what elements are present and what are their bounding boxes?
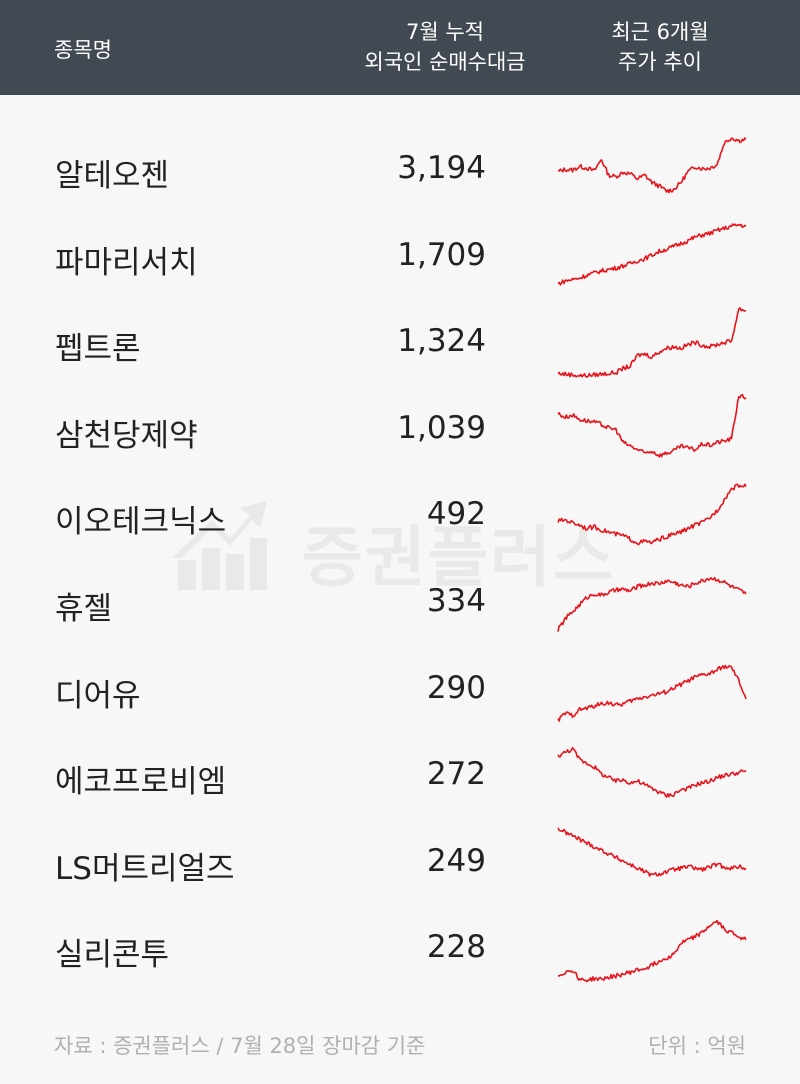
source-note: 자료 : 증권플러스 / 7월 28일 장마감 기준 [54, 1034, 426, 1058]
price-trend-sparkline [557, 393, 747, 458]
stock-name: 디어유 [55, 677, 141, 714]
net-buy-value: 492 [426, 496, 486, 533]
table-row: 펩트론 1,324 [0, 299, 800, 385]
stock-name: LS머트리얼즈 [55, 850, 235, 887]
value-column-header: 7월 누적 외국인 순매수대금 [330, 17, 560, 77]
price-trend-sparkline [557, 920, 747, 983]
sparkline-path [557, 664, 747, 722]
trend-column-header-line2: 주가 추이 [618, 50, 702, 74]
trend-column-header: 최근 6개월 주가 추이 [560, 17, 760, 77]
value-column-header-line1: 7월 누적 [406, 20, 484, 44]
table-row: 실리콘투 228 [0, 905, 800, 991]
price-trend-sparkline [557, 576, 747, 632]
stock-name: 삼천당제약 [55, 417, 198, 454]
net-buy-value: 3,194 [397, 150, 486, 186]
table-row: 에코프로비엠 272 [0, 732, 800, 818]
net-buy-value: 228 [426, 929, 486, 966]
table-row: 휴젤 334 [0, 559, 800, 645]
table-header: 종목명 7월 누적 외국인 순매수대금 최근 6개월 주가 추이 [0, 0, 800, 95]
table-row: 이오테크닉스 492 [0, 472, 800, 558]
sparkline-path [557, 576, 747, 632]
net-buy-value: 290 [426, 669, 486, 706]
price-trend-sparkline [557, 664, 747, 722]
watermark: 증권플러스 [172, 498, 632, 596]
net-buy-value: 249 [426, 842, 486, 879]
table-row: 디어유 290 [0, 646, 800, 732]
stock-name: 실리콘투 [55, 937, 170, 974]
table-row: 삼천당제약 1,039 [0, 386, 800, 472]
net-buy-value: 1,709 [397, 236, 486, 273]
sparkline-path [557, 307, 747, 378]
sparkline-path [557, 920, 747, 983]
net-buy-value: 1,324 [397, 323, 486, 360]
sparkline-path [557, 222, 747, 286]
price-trend-sparkline [557, 222, 747, 286]
stock-name: 이오테크닉스 [55, 504, 227, 541]
stock-name: 파마리서치 [55, 244, 198, 281]
price-trend-sparkline [557, 827, 747, 877]
table-row: 파마리서치 1,709 [0, 213, 800, 299]
name-column-header: 종목명 [54, 38, 112, 62]
watermark-logo-icon [172, 501, 267, 590]
unit-note: 단위 : 억원 [648, 1034, 746, 1058]
sparkline-path [557, 137, 747, 194]
watermark-text: 증권플러스 [302, 519, 616, 596]
price-trend-sparkline [557, 307, 747, 378]
trend-column-header-line1: 최근 6개월 [611, 20, 709, 44]
stock-name: 에코프로비엠 [55, 764, 227, 801]
sparkline-path [557, 483, 747, 546]
sparkline-path [557, 827, 747, 877]
sparkline-path [557, 393, 747, 458]
table-row: LS머트리얼즈 249 [0, 819, 800, 905]
net-buy-value: 334 [426, 583, 486, 619]
sparkline-path [557, 747, 747, 799]
value-column-header-line2: 외국인 순매수대금 [364, 50, 526, 74]
net-buy-value: 272 [426, 756, 486, 793]
price-trend-sparkline [557, 483, 747, 546]
stock-name: 펩트론 [55, 331, 141, 368]
price-trend-sparkline [557, 747, 747, 799]
price-trend-sparkline [557, 137, 747, 194]
table-row: 알테오젠 3,194 [0, 126, 800, 212]
stock-name: 휴젤 [55, 591, 113, 627]
net-buy-value: 1,039 [397, 409, 486, 446]
stock-name: 알테오젠 [55, 158, 170, 194]
